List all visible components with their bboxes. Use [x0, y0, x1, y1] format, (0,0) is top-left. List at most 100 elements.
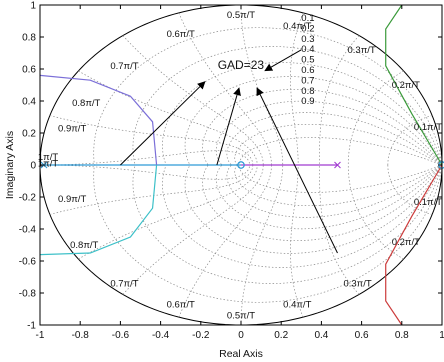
zeta-grid-label: 0.3 [301, 34, 314, 45]
wn-grid-line [49, 115, 254, 166]
wn-grid-line [318, 35, 360, 166]
zeta-grid-line [162, 62, 442, 166]
wn-grid-label: 0.4π/T [283, 299, 311, 310]
y-tick-label: 0.6 [22, 65, 36, 76]
wn-grid-label: 1π/T [38, 159, 58, 170]
x-tick-label: 0.4 [314, 330, 328, 341]
unit-circle [40, 5, 442, 325]
zeta-grid-label: 0.7 [301, 75, 314, 86]
wn-grid-label: 1π/T [38, 152, 58, 163]
annotation-arrow [120, 81, 206, 166]
y-tick-label: -0.2 [19, 193, 37, 204]
wn-grid-line [49, 164, 254, 215]
zeta-grid-line [162, 164, 442, 268]
wn-grid-label: 0.6π/T [167, 29, 195, 40]
x-tick-label: -0.8 [72, 330, 90, 341]
y-tick-label: -0.4 [19, 225, 37, 236]
x-tick-label: 0.2 [274, 330, 288, 341]
zeta-grid-line [184, 76, 442, 166]
wn-grid-label: 0.4π/T [283, 21, 311, 32]
y-axis-label: Imaginary Axis [4, 131, 16, 199]
grid-layer [40, 5, 442, 325]
wn-grid-label: 0.2π/T [392, 80, 420, 91]
wn-grid-label: 0.1π/T [414, 122, 442, 133]
y-tick-label: 0.8 [22, 33, 36, 44]
wn-grid-line [290, 12, 304, 166]
x-tick-label: -0.4 [152, 330, 170, 341]
y-tick-label: -0.8 [19, 289, 37, 300]
pole-marker [334, 161, 341, 169]
wn-grid-line [40, 150, 251, 166]
x-tick-label: 0 [238, 330, 244, 341]
zeta-grid-label: 0.1 [301, 13, 314, 24]
wn-grid-line [387, 164, 433, 215]
zeta-grid-label: 0.6 [301, 65, 314, 76]
x-tick-label: -1 [36, 330, 45, 341]
wn-grid-line [78, 164, 258, 260]
wn-grid-label: 0.8π/T [70, 240, 98, 251]
wn-grid-line [387, 115, 433, 166]
pole-marker [40, 161, 48, 169]
zeta-grid-label: 0.9 [301, 96, 314, 107]
zeta-grid-line [184, 164, 442, 254]
wn-grid-label: 0.5π/T [227, 311, 255, 322]
y-tick-label: 0.4 [22, 97, 36, 108]
wn-grid-label: 0.8π/T [72, 98, 100, 109]
zeta-grid-line [215, 164, 442, 230]
zeta-grid-label: 0.2 [301, 23, 314, 34]
y-tick-label: -1 [27, 321, 36, 332]
wn-grid-line [347, 70, 404, 166]
wn-grid-line [347, 164, 404, 260]
zeta-grid-label: 0.8 [301, 86, 314, 97]
annotation-arrow [216, 87, 241, 166]
wn-grid-label: 0.7π/T [110, 279, 138, 290]
x-tick-label: 0.8 [395, 330, 409, 341]
wn-grid-line [78, 70, 258, 166]
wn-grid-line [290, 164, 304, 318]
zeta-grid-line [226, 164, 442, 218]
x-tick-label: 1 [439, 330, 444, 341]
zero-marker [237, 161, 245, 169]
zeta-grid-line [215, 100, 442, 166]
tick-layer: -1 -0.8 -0.6 -0.4 -0.2 0 0.2 0.4 0.6 0.8 1 -1 -0.8 -0… [19, 1, 444, 342]
wn-grid-line [40, 164, 251, 180]
zeta-grid-label: 0.4 [301, 44, 314, 55]
locus-branch [40, 74, 158, 166]
x-tick-label: 0.6 [355, 330, 369, 341]
wn-grid-label: 0.6π/T [167, 299, 195, 310]
zeta-grid-line [226, 112, 442, 166]
wn-grid-label: 0.7π/T [110, 61, 138, 72]
x-axis-label: Real Axis [219, 348, 263, 360]
y-tick-label: 0.2 [22, 129, 36, 140]
zeta-grid-line [132, 164, 442, 284]
annotation-layer: 1π/T 0.9π/T 0.8π/T 0.7π/T 0.6π/T 0.5π/T 0.4π/T… [38, 10, 442, 322]
gad-annotation-text: GAD=23 [218, 58, 265, 72]
x-tick-label: -0.6 [112, 330, 130, 341]
zeta-grid-line [202, 164, 442, 242]
annotation-arrow [256, 87, 338, 254]
zeta-grid-label: 0.5 [301, 55, 314, 66]
locus-branch [385, 164, 442, 325]
annotation-arrow [264, 49, 302, 72]
wn-grid-line [318, 164, 360, 295]
wn-grid-label: 0.9π/T [58, 123, 86, 134]
wn-grid-label: 0.3π/T [347, 45, 375, 56]
series-layer [40, 5, 442, 325]
y-tick-label: -0.6 [19, 257, 37, 268]
y-tick-label: 0 [30, 161, 36, 172]
zeta-grid-line [93, 27, 442, 166]
zeta-grid-line [132, 46, 442, 166]
zeta-grid-line [234, 123, 442, 166]
zeta-grid-line [93, 164, 442, 303]
locus-branch [40, 164, 158, 256]
x-tick-label: -0.2 [192, 330, 210, 341]
locus-branch [385, 5, 442, 166]
wn-grid-label: 0.9π/T [58, 194, 86, 205]
wn-grid-label: 0.1π/T [414, 197, 442, 208]
y-tick-label: 1 [30, 1, 36, 12]
zeta-grid-line [234, 164, 442, 207]
wn-grid-line [240, 164, 284, 325]
zeta-grid-line [202, 88, 442, 166]
